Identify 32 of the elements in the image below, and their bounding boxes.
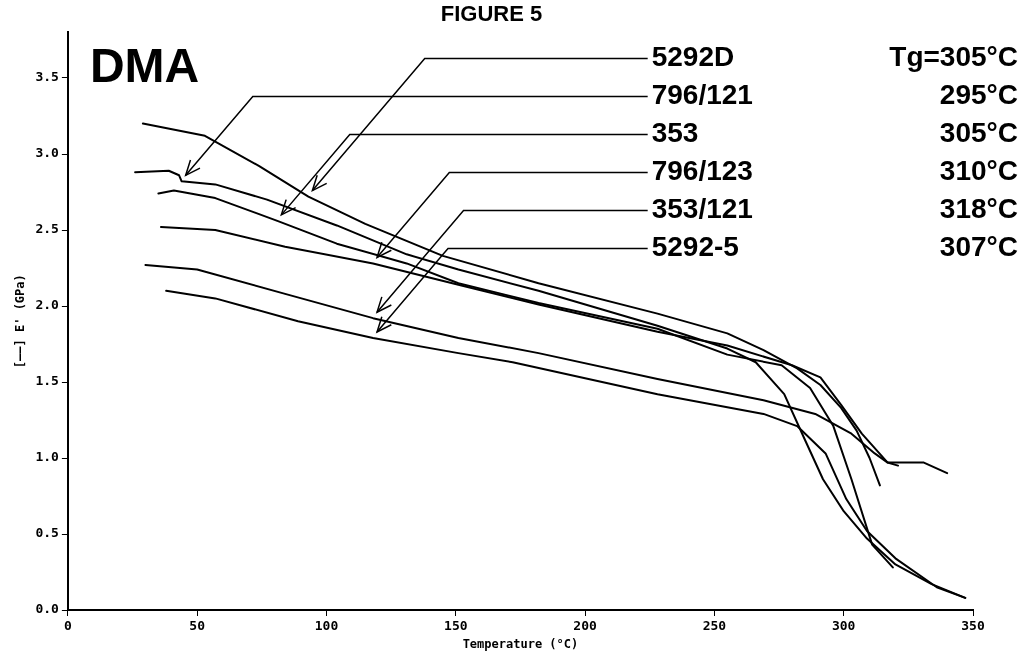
x-tick-label: 100 (314, 618, 339, 634)
y-axis-title: [——] E' (GPa) (13, 274, 28, 369)
y-tick-label: 0.0 (35, 601, 60, 617)
annotation: DMA (89, 38, 200, 92)
annotation: 307°C (939, 231, 1018, 263)
x-tick-label: 50 (189, 618, 206, 634)
x-tick-label: 0 (63, 618, 72, 634)
text: 5292-5 (651, 231, 739, 263)
x-tick-label: 250 (702, 618, 727, 634)
annotation: 305°C (939, 117, 1018, 149)
text: 353/121 (651, 193, 753, 225)
text: 796/123 (651, 155, 753, 187)
annotation: Tg=305°C (889, 41, 1018, 73)
chart-title: FIGURE 5 (440, 1, 543, 27)
x-tick-label: 150 (444, 618, 468, 634)
x-tick-label: 350 (961, 618, 985, 634)
annotation: 318°C (939, 193, 1018, 225)
text: 353 (651, 117, 699, 149)
y-tick-label: 1.0 (35, 449, 60, 465)
x-tick-label: 300 (831, 618, 856, 634)
x-tick-label: 200 (573, 618, 597, 634)
text: 5292D (651, 41, 735, 73)
y-tick-label: 3.0 (35, 145, 60, 161)
annotation: 310°C (939, 155, 1018, 187)
text: 796/121 (651, 79, 753, 111)
y-tick-label: 3.5 (35, 69, 59, 85)
y-tick-label: 0.5 (35, 525, 59, 541)
annotation: 295°C (939, 79, 1018, 111)
x-axis-title: Temperature (°C) (462, 636, 579, 651)
y-tick-label: 1.5 (35, 373, 59, 389)
y-tick-label: 2.5 (35, 221, 59, 237)
y-tick-label: 2.0 (35, 297, 60, 313)
